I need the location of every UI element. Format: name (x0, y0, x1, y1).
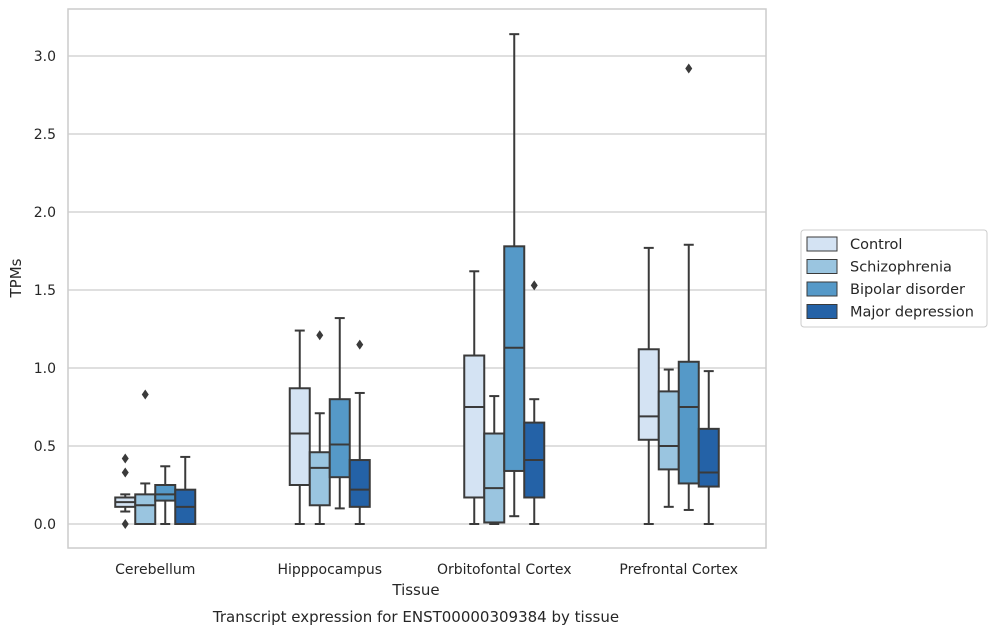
box-bipolar-disorder (154, 465, 177, 525)
y-axis-title: TPMs (7, 258, 25, 298)
iqr-box (677, 360, 700, 485)
legend: Control Schizophrenia Bipolar disorder Majo… (800, 229, 988, 328)
box-control (637, 246, 660, 525)
box-schizophrenia (308, 330, 331, 525)
box-bipolar-disorder (328, 317, 351, 510)
outlier-point (530, 280, 538, 291)
iqr-box (463, 354, 486, 499)
y-tick-label: 2.0 (34, 205, 56, 221)
x-tick-labels: Cerebellum Hipppocampus Orbitofontal Corte… (115, 562, 738, 578)
x-tick-label: Prefrontal Cortex (619, 562, 738, 578)
legend-label: Bipolar disorder (850, 282, 965, 298)
iqr-box (637, 348, 660, 441)
plot-frame (67, 8, 767, 549)
box-bipolar-disorder (677, 63, 700, 511)
x-tick-label: Hipppocampus (277, 562, 382, 578)
y-tick-label: 0.5 (34, 439, 56, 455)
box-major-depression (348, 339, 371, 525)
box-control (463, 270, 486, 525)
legend-label: Major depression (850, 305, 974, 321)
iqr-box (328, 398, 351, 479)
legend-label: Schizophrenia (850, 260, 952, 276)
box-major-depression (523, 280, 546, 525)
outlier-point (316, 330, 324, 341)
iqr-box (288, 387, 311, 486)
box-control (114, 453, 137, 529)
iqr-box (503, 245, 526, 472)
outlier-point (121, 453, 129, 464)
legend-swatch (806, 281, 838, 297)
legend-label: Control (850, 237, 902, 253)
legend-frame (800, 229, 988, 328)
legend-swatch (806, 236, 838, 252)
iqr-box (134, 493, 157, 525)
outlier-point (121, 519, 129, 529)
y-tick-label: 1.5 (34, 283, 56, 299)
iqr-box (483, 432, 506, 524)
box-bipolar-disorder (503, 33, 526, 518)
outlier-point (356, 339, 364, 350)
iqr-box (308, 451, 331, 507)
outlier-point (141, 389, 149, 400)
box-schizophrenia (134, 389, 157, 525)
box-major-depression (174, 455, 197, 525)
x-tick-label: Orbitofontal Cortex (437, 562, 572, 578)
boxes-layer (114, 33, 720, 529)
y-tick-label: 0.0 (34, 517, 56, 533)
x-axis-title: Tissue (391, 581, 439, 599)
outlier-point (121, 467, 129, 478)
box-control (288, 329, 311, 525)
y-tick-label: 1.0 (34, 361, 56, 377)
y-tick-labels: 0.0 0.5 1.0 1.5 2.0 2.5 3.0 (34, 49, 56, 533)
iqr-box (348, 459, 371, 508)
outlier-point (685, 63, 693, 74)
y-tick-label: 2.5 (34, 127, 56, 143)
chart-caption: Transcript expression for ENST0000030938… (212, 608, 619, 626)
box-schizophrenia (483, 395, 506, 525)
iqr-box (697, 427, 720, 488)
iqr-box (657, 390, 680, 471)
y-tick-label: 3.0 (34, 49, 56, 65)
x-tick-label: Cerebellum (115, 562, 195, 578)
iqr-box (154, 484, 177, 502)
legend-swatch (806, 304, 838, 319)
box-major-depression (697, 370, 720, 525)
legend-swatch (806, 259, 838, 274)
